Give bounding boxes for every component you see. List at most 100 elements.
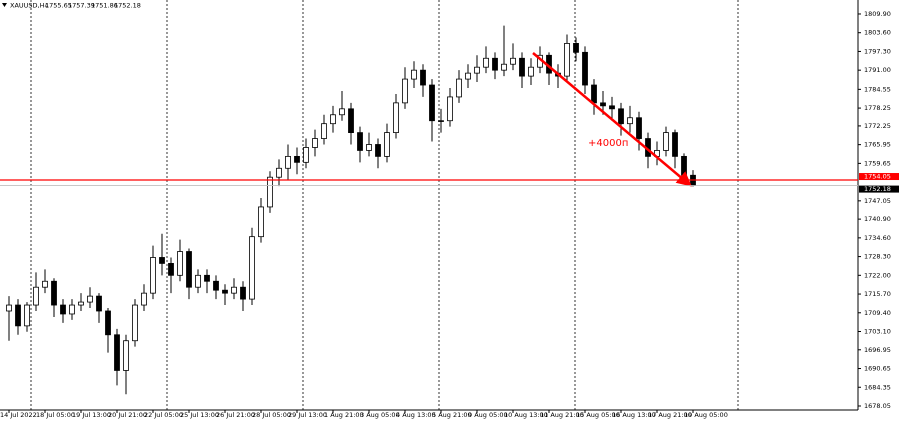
candle-body — [402, 78, 408, 104]
candle-body — [150, 257, 156, 294]
x-tick-label: 22 Jul 05:00 — [144, 411, 183, 419]
candle-body — [105, 310, 111, 336]
y-tick-label: 1709.40 — [864, 309, 891, 317]
candle-body — [114, 334, 120, 371]
candle-body — [168, 263, 174, 276]
y-tick-label: 1791.00 — [864, 66, 891, 74]
candle-body — [15, 304, 21, 327]
candle-body — [276, 167, 282, 178]
x-tick-label: 1 Aug 21:00 — [324, 411, 364, 419]
candle-body — [366, 144, 372, 151]
arrow — [532, 52, 692, 187]
candle-body — [312, 138, 318, 148]
candle-body — [339, 108, 345, 116]
candle-body — [96, 295, 102, 312]
candle-body — [393, 102, 399, 134]
candle-body — [204, 274, 210, 282]
candle-body — [429, 84, 435, 122]
candle-body — [609, 105, 615, 110]
x-tick-label: 18 Jul 05:00 — [36, 411, 75, 419]
y-tick-label: 1696.95 — [864, 346, 891, 354]
y-tick-label: 1734.60 — [864, 234, 891, 242]
ohlc-close: 1752.18 — [114, 2, 141, 10]
candle-body — [267, 176, 273, 208]
price-label-box — [859, 173, 899, 181]
price-label-box — [859, 185, 899, 193]
x-tick-label: 11 Aug 21:00 — [540, 411, 584, 419]
x-tick-label: 19 Aug 05:00 — [684, 411, 728, 419]
candle-body — [51, 280, 57, 306]
y-tick-label: 1703.10 — [864, 328, 891, 336]
candle-body — [582, 51, 588, 86]
candle-body — [636, 117, 642, 139]
candle-body — [591, 84, 597, 104]
candle-body — [510, 57, 516, 65]
y-tick-label: 1784.55 — [864, 85, 891, 93]
candle-body — [348, 108, 354, 134]
candle-body — [564, 43, 570, 77]
x-tick-label: 15 Aug 05:00 — [576, 411, 620, 419]
candle-body — [132, 304, 138, 342]
price-label: 1752.18 — [864, 185, 891, 193]
candle-body — [375, 144, 381, 157]
y-tick-label: 1778.25 — [864, 104, 891, 112]
y-tick-label: 1728.30 — [864, 253, 891, 261]
y-tick-label: 1747.05 — [864, 197, 891, 205]
candle-body — [474, 66, 480, 74]
candle-body — [456, 78, 462, 98]
candle-body — [672, 132, 678, 157]
candle-body — [222, 289, 228, 294]
ohlc-low: 1751.86 — [91, 2, 118, 10]
y-tick-label: 1740.90 — [864, 215, 891, 223]
candle-body — [294, 155, 300, 163]
candle-body — [24, 304, 30, 327]
y-tick-label: 1678.05 — [864, 402, 891, 410]
candle-body — [519, 57, 525, 77]
candle-body — [618, 108, 624, 125]
separators — [30, 0, 739, 410]
x-tick-label: 25 Jul 13:00 — [180, 411, 219, 419]
ohlc-open: 1755.65 — [45, 2, 72, 10]
candle-body — [69, 304, 75, 315]
candle-body — [465, 72, 471, 80]
candle-body — [60, 304, 66, 315]
candle-body — [87, 295, 93, 303]
x-tick-label: 29 Jul 13:00 — [288, 411, 327, 419]
x-tick-label: 26 Jul 21:00 — [216, 411, 255, 419]
y-tick-label: 1722.00 — [864, 271, 891, 279]
candle-body — [600, 102, 606, 107]
x-tick-label: 10 Aug 13:00 — [504, 411, 548, 419]
symbol: XAUUSD,H4 — [10, 2, 49, 10]
candle-body — [285, 155, 291, 169]
x-tick-label: 9 Aug 05:00 — [468, 411, 508, 419]
x-tick-label: 3 Aug 05:00 — [360, 411, 400, 419]
y-tick-label: 1809.90 — [864, 10, 891, 18]
menu-icon[interactable] — [2, 3, 7, 7]
candle-body — [420, 69, 426, 86]
candle-body — [258, 206, 264, 238]
candle-body — [177, 251, 183, 276]
candle-body — [447, 96, 453, 122]
candle-body — [357, 132, 363, 151]
candle-body — [663, 132, 669, 151]
candle-body — [411, 69, 417, 80]
candle-body — [6, 304, 12, 312]
y-tick-label: 1772.25 — [864, 122, 891, 130]
y-tick-label: 1690.65 — [864, 365, 891, 373]
y-tick-label: 1797.30 — [864, 47, 891, 55]
x-tick-label: 28 Jul 05:00 — [252, 411, 291, 419]
x-tick-label: 14 Jul 2022 — [0, 411, 37, 419]
x-tick-label: 20 Jul 21:00 — [108, 411, 147, 419]
candle-body — [492, 57, 498, 71]
candle-body — [141, 292, 147, 306]
y-tick-label: 1684.35 — [864, 383, 891, 391]
price-label: 1754.05 — [864, 173, 891, 181]
candle-body — [195, 274, 201, 288]
annotation: +4000п — [588, 138, 628, 149]
y-tick-label: 1759.65 — [864, 159, 891, 167]
candle-body — [321, 123, 327, 139]
candle-body — [330, 114, 336, 125]
ohlc-high: 1757.39 — [68, 2, 95, 10]
